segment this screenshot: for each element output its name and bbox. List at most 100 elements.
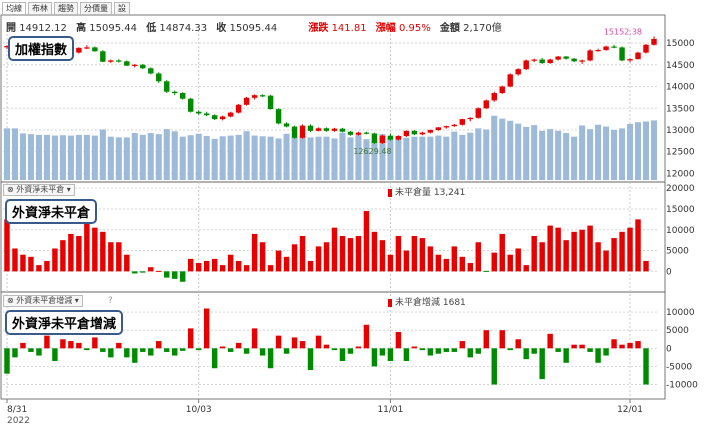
data-bar bbox=[571, 231, 577, 272]
data-bar bbox=[491, 348, 497, 385]
volume-bar bbox=[163, 129, 170, 180]
candle-body bbox=[116, 60, 122, 62]
y-tick-label: 14500 bbox=[666, 61, 695, 71]
close-label: 收 bbox=[216, 23, 227, 34]
volume-bar bbox=[547, 129, 554, 180]
y-tick-label: 5000 bbox=[666, 247, 689, 257]
tab-ma[interactable]: 均線 bbox=[2, 2, 26, 15]
oi-select-label: 外資淨未平倉 bbox=[16, 185, 65, 194]
volume-bar bbox=[315, 136, 322, 180]
data-bar bbox=[587, 348, 593, 352]
data-bar bbox=[315, 246, 322, 272]
x-tick-label: 11/01 bbox=[377, 405, 403, 415]
volume-bar bbox=[579, 125, 586, 180]
close-value: 15095.44 bbox=[229, 23, 278, 34]
data-bar bbox=[243, 348, 250, 354]
candle-body bbox=[355, 132, 362, 135]
candle-body bbox=[435, 127, 442, 130]
data-bar bbox=[116, 242, 122, 272]
data-bar bbox=[331, 227, 338, 272]
data-bar bbox=[299, 236, 306, 272]
data-bar bbox=[172, 348, 178, 356]
data-bar bbox=[643, 348, 649, 385]
data-bar bbox=[491, 252, 497, 272]
candle-body bbox=[403, 130, 410, 137]
candle-body bbox=[635, 52, 641, 60]
data-bar bbox=[291, 244, 298, 272]
data-bar bbox=[299, 341, 306, 349]
candle-body bbox=[92, 47, 98, 52]
volume-bar bbox=[507, 120, 514, 180]
pct-label: 漲幅 bbox=[375, 23, 396, 34]
change-indicator-select[interactable]: ⊗ 外資未平倉增減 ▾ bbox=[3, 295, 83, 307]
data-bar bbox=[387, 254, 394, 272]
data-bar bbox=[156, 270, 162, 272]
candle-body bbox=[243, 97, 250, 105]
y-tick-label: 13000 bbox=[666, 126, 695, 136]
oi-indicator-select[interactable]: ⊗ 外資淨未平倉 ▾ bbox=[3, 184, 75, 196]
candle-body bbox=[180, 93, 186, 99]
change-legend: 未平倉增減 1681 bbox=[388, 295, 466, 308]
volume-bar bbox=[483, 129, 490, 180]
data-bar bbox=[92, 337, 98, 349]
data-bar bbox=[20, 342, 26, 349]
volume-bar bbox=[435, 135, 442, 180]
data-bar bbox=[195, 348, 202, 351]
data-bar bbox=[60, 339, 66, 349]
data-bar bbox=[4, 219, 10, 272]
data-bar bbox=[219, 265, 226, 272]
tab-bollinger[interactable]: 布林 bbox=[28, 2, 52, 15]
y-tick-label: 20000 bbox=[666, 184, 695, 194]
tab-settings[interactable]: 設 bbox=[114, 2, 130, 15]
data-bar bbox=[523, 348, 529, 360]
open-value: 14912.12 bbox=[19, 23, 67, 34]
volume-bar bbox=[627, 124, 634, 180]
volume-bar bbox=[3, 128, 11, 180]
data-bar bbox=[371, 231, 378, 272]
data-bar bbox=[451, 348, 458, 352]
candle-body bbox=[275, 109, 282, 124]
volume-bar bbox=[11, 128, 19, 180]
volume-bar bbox=[499, 118, 506, 180]
data-bar bbox=[619, 344, 625, 349]
data-bar bbox=[379, 240, 386, 272]
candle-body bbox=[195, 111, 202, 114]
data-bar bbox=[347, 348, 354, 354]
volume-bar bbox=[195, 133, 202, 180]
plot-frame bbox=[0, 14, 666, 400]
data-bar bbox=[395, 236, 402, 272]
volume-bar bbox=[587, 129, 594, 180]
data-bar bbox=[595, 348, 601, 363]
data-bar bbox=[132, 271, 138, 274]
volume-bar bbox=[347, 137, 354, 180]
data-bar bbox=[611, 339, 617, 349]
volume-bar bbox=[603, 126, 610, 180]
volume-bar bbox=[634, 122, 642, 180]
volume-bar bbox=[515, 123, 522, 180]
volume-bar bbox=[275, 138, 282, 180]
data-bar bbox=[459, 256, 466, 272]
volume-bar bbox=[531, 125, 538, 180]
data-bar bbox=[275, 250, 282, 272]
candle-body bbox=[315, 128, 322, 131]
volume-bar bbox=[491, 115, 498, 180]
data-bar bbox=[355, 346, 362, 349]
tab-price-volume[interactable]: 分價量 bbox=[80, 2, 112, 15]
data-bar bbox=[267, 348, 274, 369]
data-bar bbox=[235, 342, 242, 349]
data-bar bbox=[235, 260, 242, 272]
open-label: 開 bbox=[6, 23, 16, 34]
volume-bar bbox=[211, 138, 218, 180]
data-bar bbox=[507, 348, 513, 351]
tab-trend[interactable]: 趨勢 bbox=[54, 2, 78, 15]
candle-body bbox=[100, 51, 106, 62]
data-bar bbox=[635, 219, 641, 272]
help-icon[interactable]: ? bbox=[108, 296, 113, 306]
y-tick-label: 10000 bbox=[666, 226, 695, 236]
data-bar bbox=[555, 348, 561, 352]
change-label: 漲跌 bbox=[308, 23, 329, 34]
volume-bar bbox=[291, 137, 298, 180]
data-bar bbox=[435, 348, 442, 354]
volume-bar bbox=[363, 139, 370, 180]
data-bar bbox=[595, 242, 601, 272]
